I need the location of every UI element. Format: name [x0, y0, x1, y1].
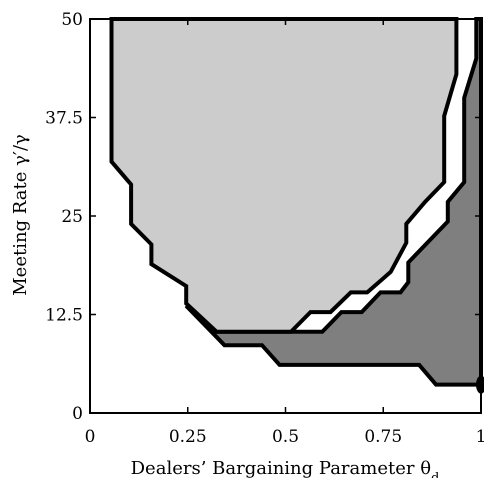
x-tick-label: 0: [85, 427, 96, 447]
x-tick-label: 0.75: [364, 427, 402, 447]
x-axis-title: Dealers’ Bargaining Parameter θd: [131, 458, 440, 478]
x-tick-label: 0.25: [169, 427, 207, 447]
y-tick-label: 50: [61, 10, 83, 30]
x-axis-title-subscript: d: [431, 471, 439, 478]
ticks: 0 0.25 0.5 0.75 1 0 12.5 25 37.5 50: [45, 10, 484, 447]
y-tick-label: 0: [72, 404, 83, 424]
x-tick-label: 1: [476, 427, 484, 447]
region-0: [184, 17, 483, 387]
y-tick-label: 37.5: [45, 109, 83, 129]
region-1: [109, 17, 459, 334]
y-tick-label: 12.5: [45, 306, 83, 326]
y-tick-label: 25: [61, 207, 83, 227]
plot-area: [89, 17, 484, 414]
y-axis-title: Meeting Rate γ′/γ: [10, 134, 31, 296]
x-axis-title-main: Dealers’ Bargaining Parameter θ: [131, 458, 431, 478]
x-tick-label: 0.5: [272, 427, 299, 447]
